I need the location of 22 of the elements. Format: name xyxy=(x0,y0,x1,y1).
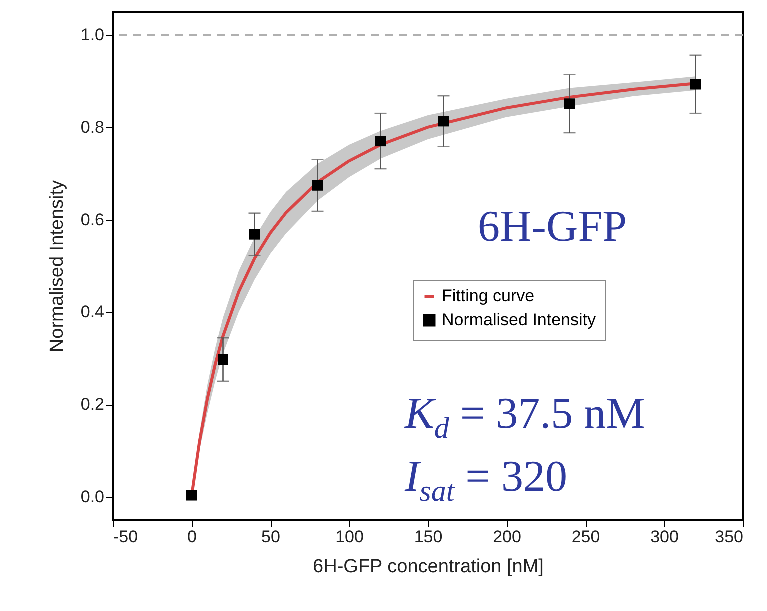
legend-label: Normalised Intensity xyxy=(442,310,597,330)
x-tick-label: 50 xyxy=(262,528,280,546)
y-tick-label: 0.0 xyxy=(80,487,104,506)
y-tick-label: 0.8 xyxy=(80,118,104,137)
y-tick-label: 0.4 xyxy=(80,302,104,322)
annotation: 6H-GFP xyxy=(478,202,628,251)
x-tick-label: 250 xyxy=(572,528,600,546)
legend-label: Fitting curve xyxy=(442,286,535,306)
x-tick-label: 300 xyxy=(650,528,679,546)
y-tick-label: 0.6 xyxy=(80,210,104,230)
y-axis-title: Normalised Intensity xyxy=(46,180,68,353)
x-tick-label: 100 xyxy=(336,528,364,546)
annotation: K$_{d}$ = 37.5 nM xyxy=(405,389,646,445)
y-tick-label: 1.0 xyxy=(80,26,104,45)
x-tick-label: 0 xyxy=(188,528,197,546)
x-tick-label: 350 xyxy=(715,528,744,546)
annotation: I$_{sat}$ = 320 xyxy=(405,452,568,508)
y-tick-label: 0.2 xyxy=(80,395,104,414)
x-axis-title: 6H-GFP concentration [nM] xyxy=(313,556,544,578)
x-tick-label: 200 xyxy=(493,528,522,546)
x-tick-label: 150 xyxy=(414,528,443,546)
x-tick-label: -50 xyxy=(114,528,138,546)
